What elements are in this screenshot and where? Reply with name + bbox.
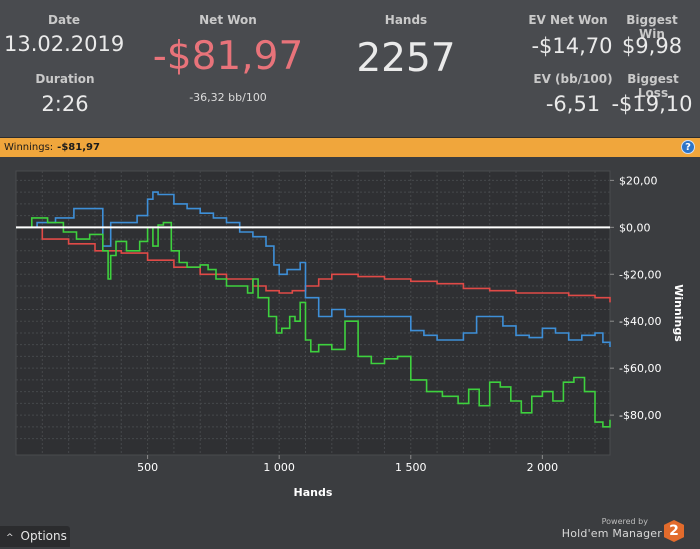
hands-value: 2257	[356, 36, 456, 81]
y-axis-title: Winnings	[672, 284, 685, 342]
y-axis-ticks: $20,00 $0,00 -$20,00 -$40,00 -$60,00 -$80,00	[610, 174, 661, 422]
x-tick-label: 1 500	[395, 461, 427, 474]
ev-net-won-value: -$14,70	[531, 34, 613, 58]
y-tick-label: -$60,00	[619, 362, 661, 375]
x-axis-title: Hands	[294, 486, 333, 499]
y-tick-label: $20,00	[619, 174, 658, 187]
stats-panel: Date 13.02.2019 Duration 2:26 Net Won -$…	[0, 0, 700, 138]
ev-bb100-label: EV (bb/100)	[533, 72, 613, 86]
ev-bb100-value: -6,51	[545, 92, 601, 116]
winnings-bar: Winnings: -$81,97 ?	[0, 138, 700, 157]
ev-net-won-label: EV Net Won	[528, 13, 608, 27]
plot-area	[15, 170, 611, 456]
duration-label: Duration	[35, 72, 95, 86]
x-axis-ticks: 500 1 000 1 500 2 000	[137, 455, 558, 474]
options-button[interactable]: ^ Options	[0, 526, 70, 547]
branding: Powered by Hold'em Manager 2	[560, 515, 690, 545]
powered-by-text: Powered by	[601, 517, 648, 526]
biggest-loss-label: Biggest Loss	[627, 72, 679, 100]
x-tick-label: 500	[137, 461, 158, 474]
winnings-label: Winnings:	[4, 142, 54, 153]
y-tick-label: -$40,00	[619, 315, 661, 328]
product-name: Hold'em Manager	[561, 527, 662, 540]
biggest-win-label: Biggest Win	[626, 13, 678, 41]
net-won-bb100: -36,32 bb/100	[189, 91, 267, 104]
x-tick-label: 2 000	[527, 461, 559, 474]
net-won-value: -$81,97	[152, 34, 304, 79]
winnings-value: -$81,97	[57, 142, 100, 153]
caret-up-icon: ^	[6, 533, 14, 543]
net-won-label: Net Won	[199, 13, 257, 27]
duration-value: 2:26	[41, 92, 89, 116]
biggest-win-value: $9,98	[621, 34, 683, 58]
hm2-logo-icon: 2	[664, 520, 684, 542]
help-icon[interactable]: ?	[681, 140, 695, 154]
hands-label: Hands	[384, 13, 428, 27]
biggest-loss-value: -$19,10	[611, 92, 693, 116]
date-value: 13.02.2019	[4, 32, 125, 56]
y-tick-label: -$20,00	[619, 268, 661, 281]
winnings-chart: 500 1 000 1 500 2 000 $20,00 $0,00 -$20,00 -$4…	[0, 157, 700, 526]
y-tick-label: $0,00	[619, 221, 651, 234]
y-tick-label: -$80,00	[619, 409, 661, 422]
series-line-showdown	[16, 191, 611, 347]
x-tick-label: 1 000	[263, 461, 295, 474]
options-label: Options	[20, 529, 67, 543]
series-line-net-won	[16, 217, 611, 428]
date-label: Date	[48, 13, 80, 27]
series-layer	[16, 191, 611, 428]
